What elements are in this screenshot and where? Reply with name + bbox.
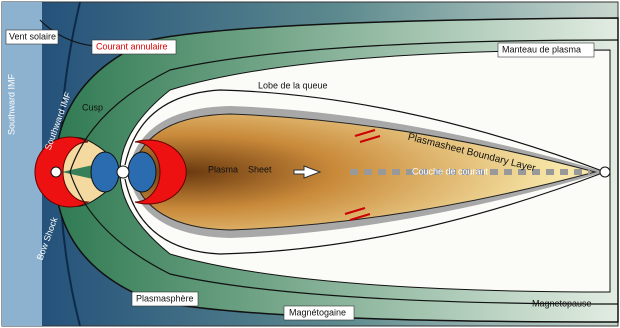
magnetopause-label: Magnetopause	[532, 298, 592, 308]
field-line	[124, 89, 606, 173]
earth	[116, 165, 130, 179]
label-box	[91, 39, 177, 55]
cusp-label: Cusp	[82, 102, 103, 112]
sheet-label: Sheet	[248, 164, 272, 174]
plasmasphere-left	[90, 151, 120, 193]
field-line	[124, 171, 606, 255]
field-line	[69, 39, 619, 173]
label-box	[283, 305, 355, 321]
ring-current-right	[134, 139, 187, 205]
field-line	[69, 171, 619, 305]
tail-lobe-label: Lobe de la queue	[258, 80, 328, 90]
plasma-mantle-label: Manteau de plasma	[502, 44, 581, 54]
current-sheet-label: Couche de courant	[412, 166, 489, 176]
ring-current-label: Courant annulaire	[96, 41, 168, 51]
boundary-arrows	[344, 129, 381, 221]
plasmasphere-right	[127, 151, 157, 193]
southward-imf-label: Southward IMF	[6, 73, 16, 135]
magnetosheath-label: Magnétogaine	[289, 307, 346, 317]
plasma-label: Plasma	[208, 164, 238, 174]
label-box	[5, 29, 59, 45]
plasmasphere-label: Plasmasphère	[136, 293, 194, 303]
label-box	[131, 291, 199, 307]
x-point-day	[50, 166, 62, 178]
solar-wind-label: Vent solaire	[9, 31, 56, 41]
label-box	[497, 42, 595, 58]
x-point-tail	[599, 166, 611, 178]
flow-arrow	[293, 165, 322, 179]
